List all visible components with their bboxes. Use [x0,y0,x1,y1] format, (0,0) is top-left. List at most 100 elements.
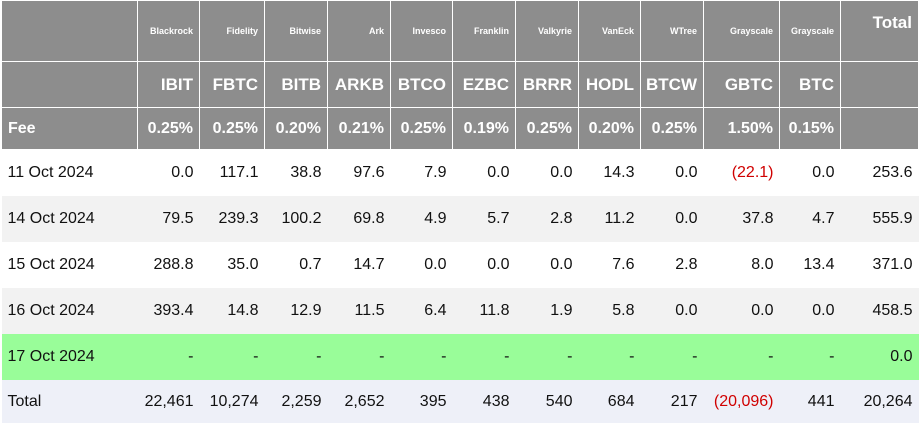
cell-value: 438 [452,380,516,423]
ticker: BTCO [390,61,453,108]
cell-value: - [390,334,453,380]
cell-value: 35.0 [227,256,259,273]
cell-value: 217 [640,380,704,423]
cell-value: 371.0 [872,256,913,273]
issuer-row: Blackrock Fidelity Bitwise Ark Invesco Frankl… [1,0,919,62]
cell-value: 0.0 [487,256,510,273]
cell-value: 10,274 [199,380,265,423]
cell-value: 2,259 [264,380,328,423]
cell-value: 0.0 [703,288,780,334]
ticker: HODL [578,61,641,108]
ticker: BRRR [515,61,579,108]
cell-value: 540 [515,380,579,423]
cell-value: 100.2 [264,196,328,242]
cell-value: 0.0 [424,256,447,273]
cell-value: - [779,334,841,380]
cell-value: 0.0 [840,334,919,380]
ticker: IBIT [137,61,200,108]
issuer-name: Fidelity [199,0,265,62]
fee: 0.21% [327,107,391,150]
issuer-name: Franklin [452,0,516,62]
total-header: Total [840,0,919,62]
cell-value: (22.1) [731,164,774,181]
data-row: 17 Oct 2024- - - - - - - - - - -0.0 [1,334,919,380]
data-row: 15 Oct 2024 288.8 35.0 0.7 14.7 0.0 0.0 0.0 7.6 2… [2,242,919,288]
ticker: GBTC [703,61,780,108]
row-label: 17 Oct 2024 [1,334,138,380]
fee-row: Fee 0.25% 0.25% 0.20% 0.21% 0.25% 0.19% 0.25% 0.… [1,107,919,150]
total-row: Total 22,461 10,274 2,259 2,652 395 438 540 684 2… [1,380,919,423]
cell-value: 2.8 [675,256,698,273]
fee: 0.25% [199,107,265,150]
issuer-name: Bitwise [264,0,328,62]
fee: 0.25% [640,107,704,150]
cell-value: - [703,334,780,380]
data-row: 14 Oct 2024 79.5 239.3 100.2 69.8 4.9 5.7 2.8 11… [1,196,919,242]
cell-value: 2.8 [515,196,579,242]
cell-value: 7.6 [612,256,635,273]
row-label: Total [1,380,138,423]
cell-value: 0.0 [640,288,704,334]
cell-value: 684 [578,380,641,423]
table-footer: Total 22,461 10,274 2,259 2,652 395 438 540 684 2… [1,380,919,423]
table-body: 11 Oct 2024 0.0 117.1 38.8 97.6 7.9 0.0 0.0 14.3… [1,150,919,380]
issuer-name: Grayscale [703,0,780,62]
cell-value: 4.9 [390,196,453,242]
cell-value: 0.0 [779,288,841,334]
cell-value: 38.8 [290,164,322,181]
cell-value: 14.7 [353,256,385,273]
cell-value: 4.7 [779,196,841,242]
cell-value: 0.0 [640,196,704,242]
fee: 0.25% [515,107,579,150]
fee: 0.15% [779,107,841,150]
cell-value: 22,461 [137,380,200,423]
fee: 0.20% [578,107,641,150]
ticker: EZBC [452,61,516,108]
empty-cell [1,0,138,62]
cell-value: 0.0 [550,256,573,273]
cell-value: 14.8 [199,288,265,334]
cell-value: 239.3 [199,196,265,242]
ticker: BTCW [640,61,704,108]
ticker: BTC [779,61,841,108]
cell-value: 395 [390,380,453,423]
issuer-name: Valkyrie [515,0,579,62]
fee: 0.19% [452,107,516,150]
cell-value: - [640,334,704,380]
cell-value: - [452,334,516,380]
cell-value: 555.9 [840,196,919,242]
cell-value: - [327,334,391,380]
fee: 0.25% [137,107,200,150]
issuer-name: VanEck [578,0,641,62]
row-label: 15 Oct 2024 [7,256,95,273]
cell-value: 253.6 [872,164,913,181]
cell-value: 0.0 [171,164,194,181]
cell-value: 458.5 [840,288,919,334]
cell-value: 0.0 [812,164,835,181]
ticker: ARKB [327,61,391,108]
cell-value: 14.3 [603,164,635,181]
cell-value: 441 [779,380,841,423]
cell-value: 5.8 [578,288,641,334]
cell-value: - [199,334,265,380]
ticker: FBTC [199,61,265,108]
cell-value: 288.8 [153,256,194,273]
cell-value: 7.9 [424,164,447,181]
cell-value: - [578,334,641,380]
issuer-name: Invesco [390,0,453,62]
cell-value: 12.9 [264,288,328,334]
cell-value: 1.9 [515,288,579,334]
cell-value: 97.6 [353,164,385,181]
cell-value: 69.8 [327,196,391,242]
cell-value: - [137,334,200,380]
row-label: 11 Oct 2024 [7,164,94,181]
fee: 0.25% [390,107,453,150]
cell-value: 0.7 [299,256,322,273]
issuer-name: Blackrock [137,0,200,62]
cell-value: (20,096) [703,380,780,423]
empty-cell [1,61,138,108]
empty-cell [840,61,919,108]
cell-value: 0.0 [550,164,573,181]
cell-value: 79.5 [137,196,200,242]
